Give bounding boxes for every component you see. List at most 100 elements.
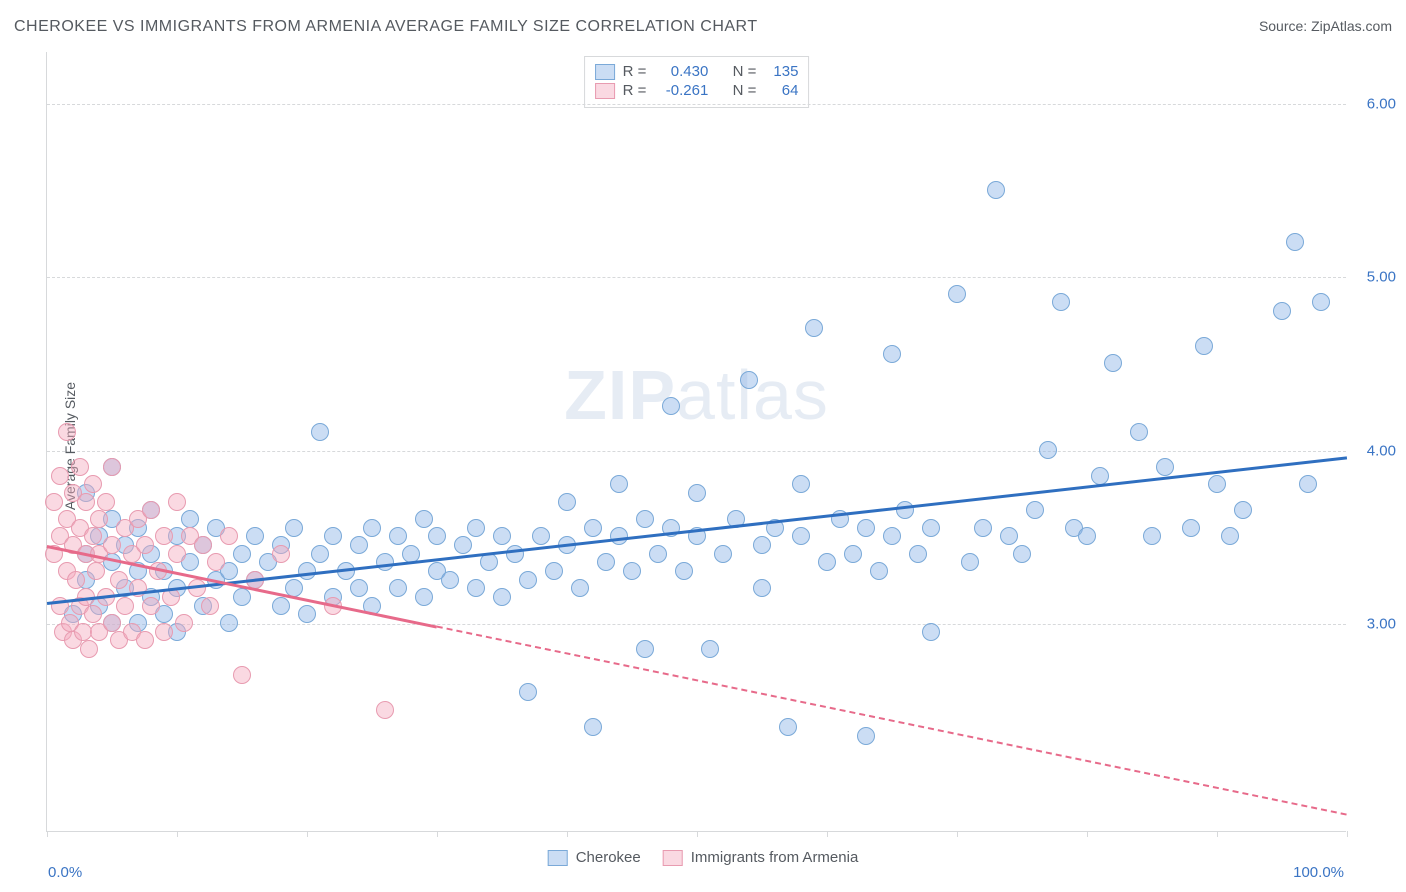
data-point <box>233 588 251 606</box>
x-tick-mark <box>957 831 958 837</box>
data-point <box>818 553 836 571</box>
data-point <box>584 519 602 537</box>
stat-N-label: N = <box>733 63 757 80</box>
data-point <box>870 562 888 580</box>
data-point <box>77 493 95 511</box>
data-point <box>597 553 615 571</box>
data-point <box>233 666 251 684</box>
y-tick-label: 5.00 <box>1352 269 1396 286</box>
data-point <box>272 545 290 563</box>
data-point <box>363 519 381 537</box>
data-point <box>909 545 927 563</box>
gridline <box>47 451 1346 452</box>
y-tick-label: 3.00 <box>1352 616 1396 633</box>
x-tick-mark <box>307 831 308 837</box>
data-point <box>87 562 105 580</box>
data-point <box>857 727 875 745</box>
series-legend: Cherokee Immigrants from Armenia <box>548 849 859 866</box>
data-point <box>1013 545 1031 563</box>
correlation-legend: R =0.430 N =135R =-0.261 N =64 <box>584 56 810 108</box>
data-point <box>714 545 732 563</box>
data-point <box>844 545 862 563</box>
data-point <box>389 527 407 545</box>
data-point <box>1234 501 1252 519</box>
data-point <box>350 536 368 554</box>
data-point <box>1312 293 1330 311</box>
source-attribution: Source: ZipAtlas.com <box>1259 18 1392 36</box>
data-point <box>103 536 121 554</box>
data-point <box>1130 423 1148 441</box>
x-tick-mark <box>567 831 568 837</box>
data-point <box>168 493 186 511</box>
data-point <box>324 527 342 545</box>
data-point <box>272 597 290 615</box>
data-point <box>175 614 193 632</box>
x-tick-mark <box>1217 831 1218 837</box>
data-point <box>116 597 134 615</box>
x-tick-mark <box>1087 831 1088 837</box>
data-point <box>649 545 667 563</box>
data-point <box>1195 337 1213 355</box>
data-point <box>246 527 264 545</box>
data-point <box>974 519 992 537</box>
data-point <box>558 493 576 511</box>
data-point <box>792 475 810 493</box>
data-point <box>194 536 212 554</box>
data-point <box>155 527 173 545</box>
data-point <box>1052 293 1070 311</box>
data-point <box>1143 527 1161 545</box>
legend-swatch <box>663 850 683 866</box>
x-tick-mark <box>1347 831 1348 837</box>
stat-N-value: 135 <box>764 63 798 80</box>
data-point <box>441 571 459 589</box>
legend-row: R =-0.261 N =64 <box>595 82 799 99</box>
x-tick-mark <box>827 831 828 837</box>
legend-item: Cherokee <box>548 849 641 866</box>
data-point <box>493 527 511 545</box>
data-point <box>545 562 563 580</box>
data-point <box>1273 302 1291 320</box>
data-point <box>753 536 771 554</box>
data-point <box>103 458 121 476</box>
y-tick-label: 4.00 <box>1352 442 1396 459</box>
data-point <box>519 571 537 589</box>
x-tick-mark <box>47 831 48 837</box>
data-point <box>97 493 115 511</box>
data-point <box>1208 475 1226 493</box>
data-point <box>155 623 173 641</box>
data-point <box>571 579 589 597</box>
data-point <box>51 467 69 485</box>
data-point <box>220 527 238 545</box>
data-point <box>584 718 602 736</box>
legend-item: Immigrants from Armenia <box>663 849 859 866</box>
data-point <box>1078 527 1096 545</box>
data-point <box>740 371 758 389</box>
data-point <box>58 423 76 441</box>
gridline <box>47 624 1346 625</box>
data-point <box>90 510 108 528</box>
gridline <box>47 277 1346 278</box>
stat-N-label: N = <box>733 82 757 99</box>
data-point <box>623 562 641 580</box>
data-point <box>136 536 154 554</box>
data-point <box>71 458 89 476</box>
data-point <box>922 519 940 537</box>
stat-R-label: R = <box>623 63 647 80</box>
data-point <box>480 553 498 571</box>
data-point <box>792 527 810 545</box>
x-tick-mark <box>437 831 438 837</box>
data-point <box>519 683 537 701</box>
legend-row: R =0.430 N =135 <box>595 63 799 80</box>
data-point <box>467 579 485 597</box>
data-point <box>201 597 219 615</box>
data-point <box>493 588 511 606</box>
data-point <box>1299 475 1317 493</box>
data-point <box>207 553 225 571</box>
data-point <box>350 579 368 597</box>
data-point <box>701 640 719 658</box>
watermark: ZIPatlas <box>564 355 829 435</box>
data-point <box>311 423 329 441</box>
stat-R-value: -0.261 <box>654 82 708 99</box>
data-point <box>220 614 238 632</box>
data-point <box>311 545 329 563</box>
